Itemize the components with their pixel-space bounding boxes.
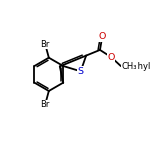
Text: O: O	[107, 53, 115, 62]
Text: CH₃: CH₃	[122, 62, 137, 71]
Text: S: S	[78, 67, 84, 76]
Text: Br: Br	[40, 100, 50, 109]
Text: Br: Br	[40, 40, 50, 48]
Text: methyl: methyl	[122, 62, 151, 71]
Text: O: O	[98, 32, 106, 41]
